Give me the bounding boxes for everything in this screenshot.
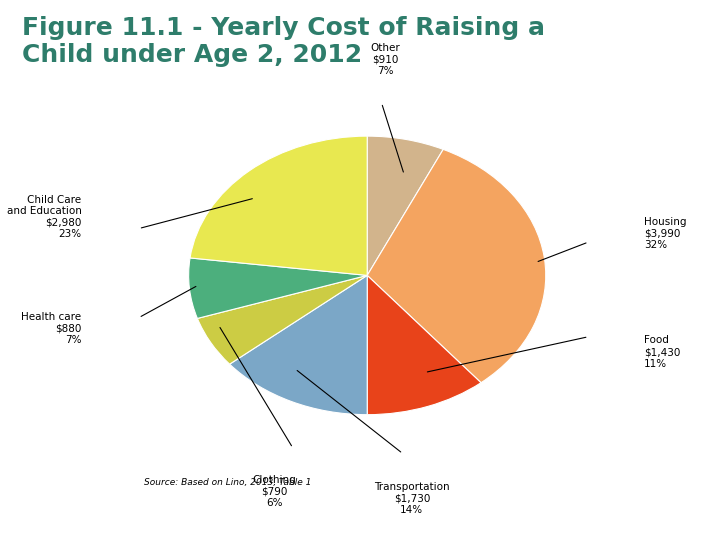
Wedge shape — [367, 150, 546, 383]
Text: Figure 11.1 - Yearly Cost of Raising a
Child under Age 2, 2012: Figure 11.1 - Yearly Cost of Raising a C… — [22, 16, 544, 67]
Wedge shape — [367, 275, 481, 415]
Text: Source: Based on Lino, 2013, Table 1: Source: Based on Lino, 2013, Table 1 — [144, 478, 311, 487]
Text: Health care
$880
7%: Health care $880 7% — [22, 312, 81, 345]
Wedge shape — [189, 258, 367, 319]
Wedge shape — [230, 275, 367, 415]
Text: Other
$910
7%: Other $910 7% — [370, 43, 400, 76]
Text: Transportation
$1,730
14%: Transportation $1,730 14% — [374, 482, 450, 515]
Text: Child Care
and Education
$2,980
23%: Child Care and Education $2,980 23% — [6, 194, 81, 239]
Wedge shape — [190, 136, 367, 275]
Text: Clothing
$790
6%: Clothing $790 6% — [253, 475, 296, 508]
Wedge shape — [367, 136, 444, 275]
Text: Housing
$3,990
32%: Housing $3,990 32% — [644, 217, 686, 250]
Text: Food
$1,430
11%: Food $1,430 11% — [644, 335, 680, 369]
Text: PEARSON: PEARSON — [579, 510, 698, 530]
Wedge shape — [197, 275, 367, 364]
Text: © 2015, 2012, 2011 by Pearson Education, Inc. All rights reserved.: © 2015, 2012, 2011 by Pearson Education,… — [238, 515, 518, 524]
Text: Marriages and Families: Changes,
Choices and Constraints, 8e: Marriages and Families: Changes, Choices… — [7, 509, 149, 530]
